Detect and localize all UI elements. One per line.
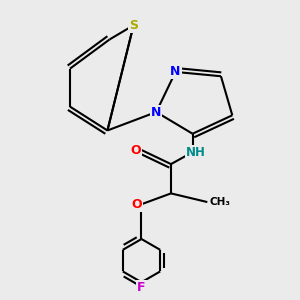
Text: F: F (137, 281, 146, 294)
Text: O: O (131, 143, 141, 157)
Text: N: N (151, 106, 161, 118)
Text: CH₃: CH₃ (210, 197, 231, 207)
Text: N: N (170, 65, 181, 78)
Text: S: S (129, 19, 138, 32)
Text: NH: NH (186, 146, 206, 159)
Text: O: O (132, 198, 142, 211)
